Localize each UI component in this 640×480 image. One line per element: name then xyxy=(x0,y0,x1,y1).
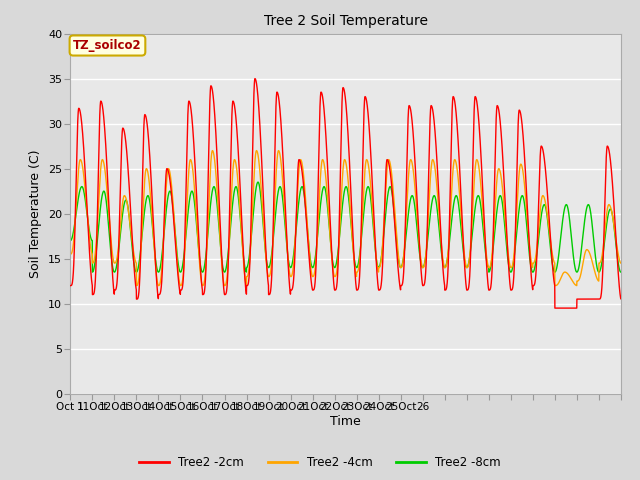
Text: TZ_soilco2: TZ_soilco2 xyxy=(73,39,142,52)
Y-axis label: Soil Temperature (C): Soil Temperature (C) xyxy=(29,149,42,278)
Legend: Tree2 -2cm, Tree2 -4cm, Tree2 -8cm: Tree2 -2cm, Tree2 -4cm, Tree2 -8cm xyxy=(134,452,506,474)
X-axis label: Time: Time xyxy=(330,415,361,428)
Title: Tree 2 Soil Temperature: Tree 2 Soil Temperature xyxy=(264,14,428,28)
